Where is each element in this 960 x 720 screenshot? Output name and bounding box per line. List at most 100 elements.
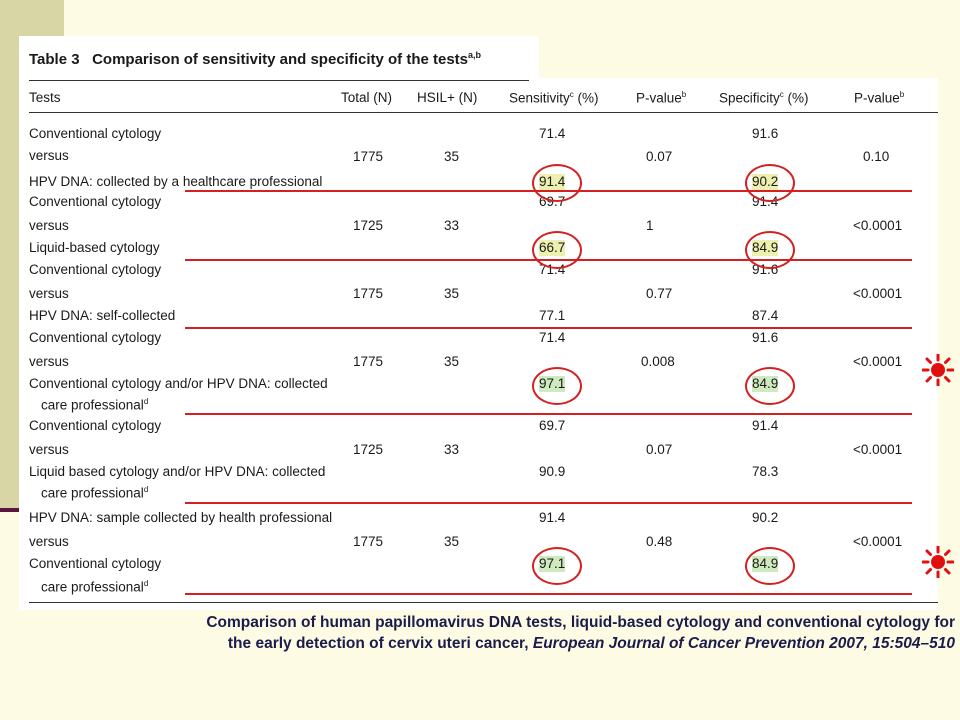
row-2-p1: 1 [646, 218, 654, 233]
annotation-ring [745, 231, 795, 269]
row-1-total: 1775 [353, 149, 384, 164]
header-hsil: HSIL+ (N) [417, 90, 478, 105]
header-pvalue-1-sup: b [681, 90, 687, 99]
row-3-versus: versus [29, 286, 69, 301]
row-2-total: 1725 [353, 218, 384, 233]
row-5-spec-a: 91.4 [752, 418, 779, 433]
header-pvalue-1-label: P-value [636, 90, 682, 106]
table-header-rule [29, 112, 938, 113]
table-bottom-rule [29, 602, 938, 603]
row-5-total: 1725 [353, 442, 384, 457]
row-5-test-b: Liquid based cytology and/or HPV DNA: co… [29, 464, 326, 479]
caption-line-2: the early detection of cervix uteri canc… [30, 633, 955, 654]
table-title-text: Comparison of sensitivity and specificit… [92, 51, 469, 68]
annotation-ring [532, 231, 582, 269]
table-title-sup: a,b [468, 50, 482, 60]
row-5-footnote-sup: d [143, 485, 149, 494]
row-6-p1: 0.48 [646, 534, 673, 549]
row-4-footnote-sup: d [143, 397, 149, 406]
row-4-sens-a: 71.4 [539, 330, 566, 345]
row-2-versus: versus [29, 218, 69, 233]
caption-line-2-text: the early detection of cervix uteri canc… [227, 635, 533, 652]
table-title: Table 3 Comparison of sensitivity and sp… [29, 50, 481, 68]
row-1-test-a: Conventional cytology [29, 126, 162, 141]
header-specificity-unit: (%) [787, 90, 809, 106]
row-6-sens-a: 91.4 [539, 510, 566, 525]
row-5-test-a: Conventional cytology [29, 418, 162, 433]
row-5-sens-b: 90.9 [539, 464, 566, 479]
header-sensitivity-sup: c [569, 90, 574, 99]
row-4-hsil: 35 [444, 354, 460, 369]
row-1-p2: 0.10 [863, 149, 890, 164]
row-2-test-b: Liquid-based cytology [29, 240, 160, 255]
header-pvalue-2-label: P-value [854, 90, 900, 106]
row-3-p2: <0.0001 [853, 286, 903, 301]
row-6-test-b-cont-text: care professional [41, 579, 144, 595]
row-6-test-a: HPV DNA: sample collected by health prof… [29, 510, 333, 525]
header-sensitivity-unit: (%) [577, 90, 599, 106]
row-5-p2: <0.0001 [853, 442, 903, 457]
row-1-p1: 0.07 [646, 149, 673, 164]
header-specificity-label: Specificity [719, 90, 780, 106]
caption-journal: European Journal of Cancer Prevention 20… [532, 635, 955, 652]
row-5-test-b-cont-text: care professional [41, 485, 144, 501]
row-3-test-b: HPV DNA: self-collected [29, 308, 176, 323]
row-1-versus: versus [29, 148, 69, 163]
annotation-ring [745, 367, 795, 405]
row-3-sens-b: 77.1 [539, 308, 566, 323]
header-specificity-sup: c [779, 90, 784, 99]
row-6-spec-a: 90.2 [752, 510, 779, 525]
row-6-hsil: 35 [444, 534, 460, 549]
row-4-test-b-cont-text: care professional [41, 397, 144, 413]
row-2-p2: <0.0001 [853, 218, 903, 233]
annotation-ring [745, 547, 795, 585]
row-6-versus: versus [29, 534, 69, 549]
row-5-spec-b: 78.3 [752, 464, 779, 479]
row-3-spec-b: 87.4 [752, 308, 779, 323]
row-4-test-a: Conventional cytology [29, 330, 162, 345]
header-pvalue-1: P-valueb [636, 90, 686, 106]
row-5-p1: 0.07 [646, 442, 673, 457]
row-5-sens-a: 69.7 [539, 418, 566, 433]
row-3-hsil: 35 [444, 286, 460, 301]
row-5-versus: versus [29, 442, 69, 457]
header-tests: Tests [29, 90, 61, 105]
row-4-test-b-cont: care professionald [41, 394, 148, 414]
sun-icon [922, 354, 954, 386]
row-2-test-a: Conventional cytology [29, 194, 162, 209]
citation-caption: Comparison of human papillomavirus DNA t… [30, 612, 955, 654]
row-2-hsil: 33 [444, 218, 460, 233]
sun-icon [922, 546, 954, 578]
annotation-divider [185, 593, 912, 595]
row-1-spec-a: 91.6 [752, 126, 779, 141]
annotation-divider [185, 413, 912, 415]
annotation-ring [745, 164, 795, 202]
row-6-test-b-cont: care professionald [41, 576, 148, 596]
row-5-test-b-cont: care professionald [41, 482, 148, 502]
annotation-divider [185, 327, 912, 329]
row-4-spec-a: 91.6 [752, 330, 779, 345]
annotation-ring [532, 547, 582, 585]
row-6-test-b: Conventional cytology [29, 556, 162, 571]
row-4-test-b: Conventional cytology and/or HPV DNA: co… [29, 376, 328, 391]
table-top-rule [29, 80, 529, 81]
row-4-total: 1775 [353, 354, 384, 369]
header-total: Total (N) [341, 90, 393, 105]
row-1-test-b: HPV DNA: collected by a healthcare profe… [29, 174, 323, 189]
slide-accent-rule [0, 508, 20, 512]
annotation-ring [532, 367, 582, 405]
row-6-footnote-sup: d [143, 579, 149, 588]
header-pvalue-2-sup: b [899, 90, 905, 99]
row-4-versus: versus [29, 354, 69, 369]
row-6-total: 1775 [353, 534, 384, 549]
header-sensitivity-label: Sensitivity [509, 90, 570, 106]
row-4-p2: <0.0001 [853, 354, 903, 369]
caption-line-1: Comparison of human papillomavirus DNA t… [206, 614, 955, 631]
table-image: Table 3 Comparison of sensitivity and sp… [19, 36, 938, 610]
row-5-hsil: 33 [444, 442, 460, 457]
table-number: Table 3 [29, 51, 80, 68]
row-4-p1: 0.008 [641, 354, 675, 369]
row-3-total: 1775 [353, 286, 384, 301]
annotation-divider [185, 502, 912, 504]
header-specificity: Specificityc (%) [719, 90, 809, 106]
